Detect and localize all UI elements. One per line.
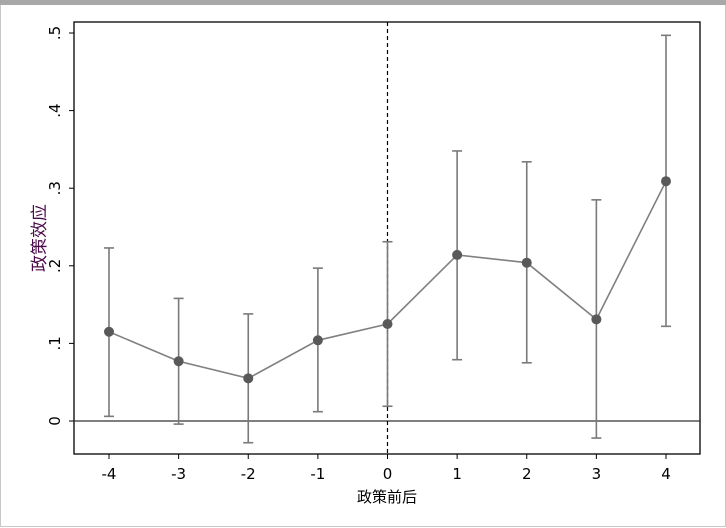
- estimate-point: [312, 335, 323, 346]
- y-tick-label: .2: [46, 259, 64, 273]
- estimate-point: [173, 356, 184, 367]
- estimate-point: [104, 326, 114, 337]
- estimate-point: [452, 249, 463, 260]
- estimate-point: [661, 176, 671, 187]
- y-tick-label: .1: [46, 336, 64, 350]
- x-axis-title: 政策前后: [357, 488, 417, 506]
- y-tick-label: .3: [46, 181, 64, 195]
- x-tick-label: -3: [171, 465, 186, 483]
- window-top-bar: [0, 0, 726, 5]
- x-tick-label: -4: [102, 465, 117, 483]
- estimate-point: [243, 373, 254, 384]
- x-tick-label: 2: [522, 465, 532, 483]
- y-tick-label: .5: [46, 26, 64, 40]
- y-tick-label: 0: [46, 416, 64, 426]
- x-tick-label: -2: [241, 465, 256, 483]
- x-tick-label: -1: [310, 465, 325, 483]
- estimate-point: [521, 257, 532, 268]
- y-axis-title: 政策效应: [30, 204, 50, 272]
- estimate-point: [591, 314, 602, 325]
- y-tick-label: .4: [46, 103, 64, 117]
- x-tick-label: 1: [452, 465, 462, 483]
- x-tick-label: 0: [383, 465, 393, 483]
- estimate-point: [382, 319, 393, 329]
- x-tick-label: 4: [661, 465, 671, 483]
- x-tick-label: 3: [592, 465, 602, 483]
